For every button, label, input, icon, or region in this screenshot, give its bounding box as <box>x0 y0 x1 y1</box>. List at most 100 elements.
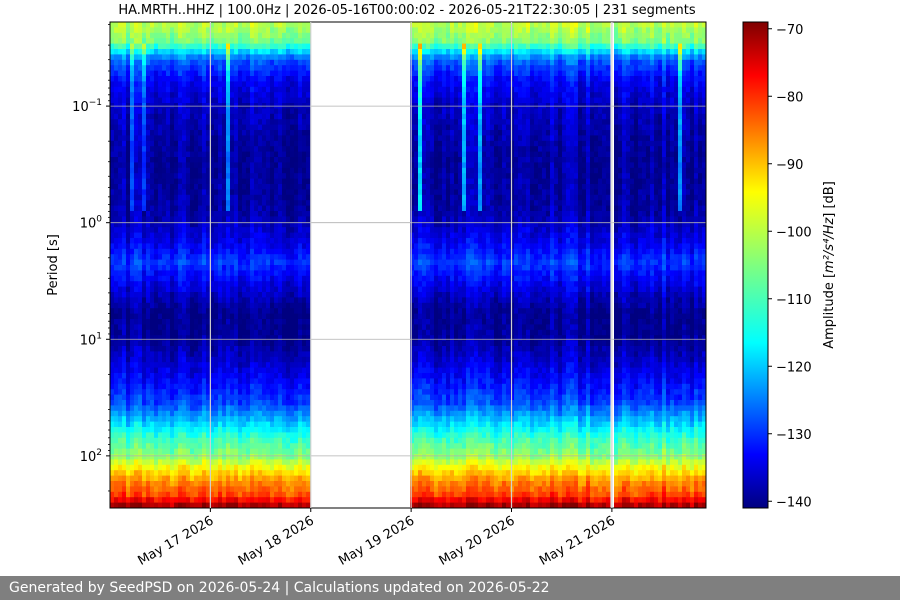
heatmap-cell <box>290 54 295 61</box>
heatmap-cell <box>142 427 147 433</box>
heatmap-cell <box>262 216 267 223</box>
heatmap-cell <box>198 405 203 412</box>
heatmap-cell <box>426 356 431 363</box>
heatmap-cell <box>134 167 139 174</box>
heatmap-cell <box>142 70 147 77</box>
heatmap-cell <box>110 459 115 466</box>
heatmap-cell <box>426 259 431 266</box>
heatmap-cell <box>246 22 251 28</box>
heatmap-cell <box>158 265 163 271</box>
heatmap-cell <box>246 97 251 104</box>
heatmap-cell <box>130 49 135 55</box>
heatmap-cell <box>254 130 259 136</box>
heatmap-cell <box>122 92 127 99</box>
heatmap-cell <box>166 140 171 147</box>
heatmap-cell <box>246 108 251 115</box>
heatmap-cell <box>158 297 163 304</box>
heatmap-cell <box>134 297 139 304</box>
heatmap-cell <box>154 432 159 439</box>
heatmap-cell <box>154 427 159 433</box>
heatmap-cell <box>274 324 279 331</box>
heatmap-cell <box>166 400 171 406</box>
heatmap-cell <box>266 97 271 104</box>
heatmap-cell <box>170 362 175 369</box>
heatmap-cell <box>114 475 119 482</box>
heatmap-cell <box>122 400 127 406</box>
heatmap-cell <box>122 238 127 244</box>
heatmap-cell <box>166 464 171 471</box>
heatmap-cell <box>202 54 207 61</box>
heatmap-cell <box>302 270 307 277</box>
heatmap-cell <box>142 448 147 455</box>
heatmap-cell <box>234 270 239 277</box>
heatmap-cell <box>146 346 151 352</box>
heatmap-cell <box>234 232 239 239</box>
heatmap-cell <box>122 383 127 390</box>
heatmap-cell <box>294 140 299 147</box>
heatmap-cell <box>170 38 175 45</box>
heatmap-cell <box>202 378 207 385</box>
heatmap-cell <box>254 378 259 385</box>
heatmap-cell <box>298 464 303 471</box>
heatmap-cell <box>126 475 131 482</box>
heatmap-cell <box>226 86 231 93</box>
heatmap-cell <box>230 270 235 277</box>
heatmap-cell <box>222 405 227 412</box>
heatmap-cell <box>186 394 191 401</box>
heatmap-cell <box>162 270 167 277</box>
heatmap-cell <box>222 389 227 396</box>
heatmap-cell <box>286 146 291 153</box>
heatmap-cell <box>274 49 279 55</box>
heatmap-cell <box>254 410 259 417</box>
heatmap-cell <box>126 448 131 455</box>
heatmap-cell <box>306 238 311 244</box>
heatmap-cell <box>254 356 259 363</box>
heatmap-cell <box>178 464 183 471</box>
heatmap-cell <box>110 113 115 120</box>
heatmap-cell <box>298 243 303 250</box>
heatmap-cell <box>170 184 175 190</box>
heatmap-cell <box>202 308 207 315</box>
heatmap-cell <box>202 119 207 126</box>
heatmap-cell <box>246 346 251 352</box>
heatmap-cell <box>274 427 279 433</box>
heatmap-cell <box>410 475 415 482</box>
heatmap-cell <box>150 130 155 136</box>
heatmap-cell <box>214 113 219 120</box>
heatmap-cell <box>226 448 231 455</box>
heatmap-cell <box>162 119 167 126</box>
heatmap-cell <box>114 270 119 277</box>
heatmap-cell <box>286 22 291 28</box>
heatmap-cell <box>262 113 267 120</box>
heatmap-cell <box>198 238 203 244</box>
heatmap-cell <box>242 254 247 261</box>
heatmap-cell <box>150 356 155 363</box>
heatmap-cell <box>182 108 187 115</box>
heatmap-cell <box>418 464 423 471</box>
heatmap-cell <box>134 130 139 136</box>
heatmap-cell <box>170 243 175 250</box>
heatmap-cell <box>122 356 127 363</box>
heatmap-cell <box>230 200 235 207</box>
heatmap-cell <box>130 329 135 336</box>
heatmap-cell <box>282 464 287 471</box>
heatmap-cell <box>274 146 279 153</box>
heatmap-cell <box>214 167 219 174</box>
heatmap-cell <box>190 157 195 163</box>
heatmap-cell <box>146 416 151 423</box>
heatmap-cell <box>206 346 211 352</box>
heatmap-cell <box>230 335 235 342</box>
heatmap-cell <box>294 194 299 201</box>
heatmap-cell <box>118 383 123 390</box>
heatmap-cell <box>410 443 415 450</box>
heatmap-cell <box>410 319 415 325</box>
heatmap-cell <box>198 410 203 417</box>
heatmap-cell <box>414 340 419 347</box>
heatmap-cell <box>190 238 195 244</box>
heatmap-cell <box>290 43 295 50</box>
heatmap-cell <box>182 205 187 212</box>
heatmap-cell <box>414 394 419 401</box>
heatmap-cell <box>182 486 187 493</box>
heatmap-cell <box>210 216 215 223</box>
heatmap-cell <box>238 351 243 358</box>
